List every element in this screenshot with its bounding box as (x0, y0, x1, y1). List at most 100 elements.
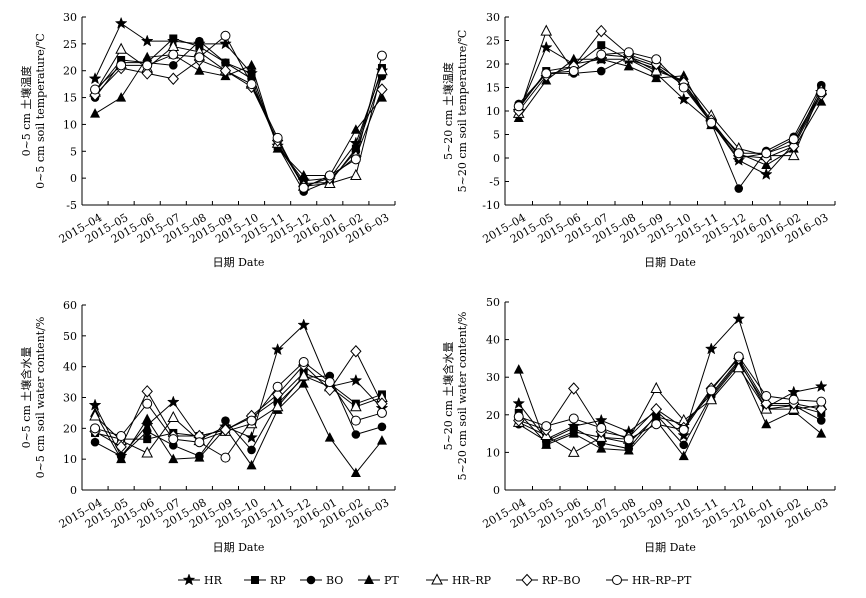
point-hr-rp-pt-marker (298, 182, 309, 193)
y-tick-label: 60 (63, 299, 77, 312)
point-pt-marker (596, 443, 607, 453)
series-rp-bo (513, 24, 827, 165)
point-pt-marker (761, 418, 772, 429)
point-hr-marker (677, 428, 691, 441)
point-hr-marker (732, 312, 746, 325)
legend-item-rp: RP (244, 574, 286, 587)
point-hr-rp-marker (540, 24, 553, 36)
series-line-pt (94, 382, 383, 474)
point-pt-marker (568, 53, 579, 64)
point-pt-marker (298, 169, 309, 180)
point-hr-rp-pt-marker (350, 154, 361, 165)
legend-item-bo: BO (300, 574, 343, 587)
y-tick-label: 25 (486, 35, 500, 48)
point-hr-rp-pt-marker (816, 87, 827, 98)
point-hr-rp-marker (350, 168, 362, 180)
x-axis-label: 日期 Date (213, 256, 265, 269)
y-axis-label-en: 0~5 cm soil temperature/℃ (34, 33, 47, 189)
series-line-hr-rp (518, 366, 822, 453)
point-hr-rp-pt-marker (168, 434, 179, 445)
series-line-hr (518, 317, 822, 440)
point-hr-rp-pt-marker (651, 54, 662, 65)
legend-pt-marker (364, 574, 374, 584)
point-hr-rp-pt-marker (678, 424, 689, 435)
y-tick-label: 10 (63, 453, 77, 466)
series-line-rp (94, 372, 383, 440)
point-pt-marker (376, 92, 387, 102)
y-tick-label: 10 (486, 446, 500, 459)
point-bo-marker (351, 430, 361, 439)
series-hr (88, 16, 389, 187)
y-tick-label: 10 (486, 105, 500, 118)
point-hr-rp-pt-marker (541, 68, 552, 79)
legend-item-pt: PT (358, 574, 399, 587)
point-hr-rp-marker (271, 400, 284, 412)
y-axis-label-cn: 0~5 cm 土壤温度 (19, 66, 33, 157)
y-tick-label: 5 (493, 129, 500, 142)
series-line-hr-rp (518, 29, 822, 157)
legend-label: RP–BO (542, 574, 581, 587)
point-hr-rp-pt-marker (706, 385, 717, 396)
point-bo-marker (221, 416, 230, 425)
point-hr-rp-pt-marker (168, 49, 179, 60)
point-hr-rp-pt-marker (90, 84, 101, 95)
legend-label: HR–RP (452, 574, 492, 587)
series-line-pt (94, 54, 383, 176)
chart-panel-4: 010203040502015–042015–052015–062015–072… (441, 296, 836, 554)
point-hr-rp-marker (115, 42, 127, 54)
point-hr-rp-pt-marker (220, 452, 231, 463)
series-rp-bo (89, 53, 388, 193)
y-tick-label: 30 (486, 11, 500, 24)
series-line-rp-bo (94, 59, 383, 187)
legend-rp-marker (251, 576, 259, 584)
point-pt-marker (116, 453, 127, 464)
point-hr-marker (114, 16, 128, 29)
point-hr-rp-pt-marker (788, 394, 799, 405)
y-axis-label-en: 5~20 cm soil water content/% (456, 312, 469, 481)
legend-item-rp-bo: RP–BO (516, 573, 581, 587)
legend-bo-marker (306, 575, 316, 585)
series-line-hr-rp-pt (518, 51, 822, 154)
point-hr-rp-marker (350, 400, 362, 412)
legend-label: PT (384, 574, 399, 587)
point-hr-rp-pt-marker (513, 411, 524, 422)
y-tick-label: 0 (70, 172, 77, 185)
y-axis-label-cn: 5~20 cm 土壤含水量 (441, 342, 455, 451)
y-tick-label: 15 (63, 92, 77, 105)
point-hr-rp-marker (297, 369, 310, 381)
point-hr-marker (219, 37, 232, 50)
point-rp-bo-marker (141, 67, 153, 80)
y-tick-label: 5 (70, 145, 77, 158)
point-rp-bo-marker (815, 402, 827, 416)
legend-label: RP (270, 574, 286, 587)
y-tick-label: -10 (482, 199, 500, 212)
point-hr-marker (512, 396, 526, 409)
point-rp-bo-marker (271, 388, 284, 401)
legend-hr-marker (182, 573, 196, 586)
point-rp-bo-marker (115, 440, 127, 454)
point-hr-rp-pt-marker (596, 49, 607, 60)
y-tick-label: 30 (63, 11, 77, 24)
series-line-rp (518, 44, 822, 159)
series-hr (512, 312, 828, 445)
point-bo-marker (247, 445, 256, 455)
point-hr-rp-marker (650, 64, 663, 76)
y-tick-label: 25 (63, 38, 77, 51)
point-bo-marker (168, 61, 178, 70)
point-bo-marker (142, 427, 152, 436)
point-pt-marker (246, 459, 257, 470)
point-hr-marker (814, 379, 828, 393)
series-line-rp-bo (518, 357, 822, 438)
y-tick-label: 20 (63, 422, 77, 435)
y-tick-label: 50 (486, 296, 500, 309)
chart-panel-3: 01020304050602015–042015–052015–062015–0… (19, 299, 396, 554)
series-line-bo (94, 375, 383, 457)
legend-label: HR (204, 574, 223, 587)
series-hr (512, 40, 828, 180)
point-pt-marker (324, 432, 335, 442)
legend-item-hr-rp-pt: HR–RP–PT (606, 574, 692, 587)
x-axis-label: 日期 Date (644, 541, 696, 554)
point-rp-marker (597, 41, 606, 50)
point-rp-bo-marker (141, 385, 153, 398)
